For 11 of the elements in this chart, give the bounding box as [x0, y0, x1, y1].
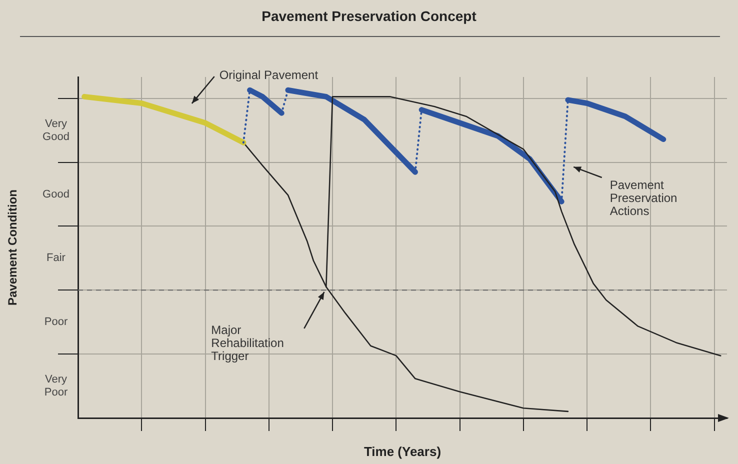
- y-axis-title: Pavement Condition: [6, 189, 20, 306]
- annotation: Pavement Preservation Actions: [610, 178, 678, 218]
- annotation: Major Rehabilitation Trigger: [211, 322, 284, 363]
- text: Original Pavement: [219, 68, 319, 82]
- text: Poor: [44, 316, 68, 328]
- text: Good: [42, 188, 70, 200]
- text: Very Good: [42, 118, 70, 143]
- text: Very Poor: [44, 374, 68, 399]
- chart-title: Pavement Preservation Concept: [260, 8, 478, 24]
- x-axis-title: Time (Years): [364, 444, 442, 459]
- text: Fair: [46, 252, 66, 264]
